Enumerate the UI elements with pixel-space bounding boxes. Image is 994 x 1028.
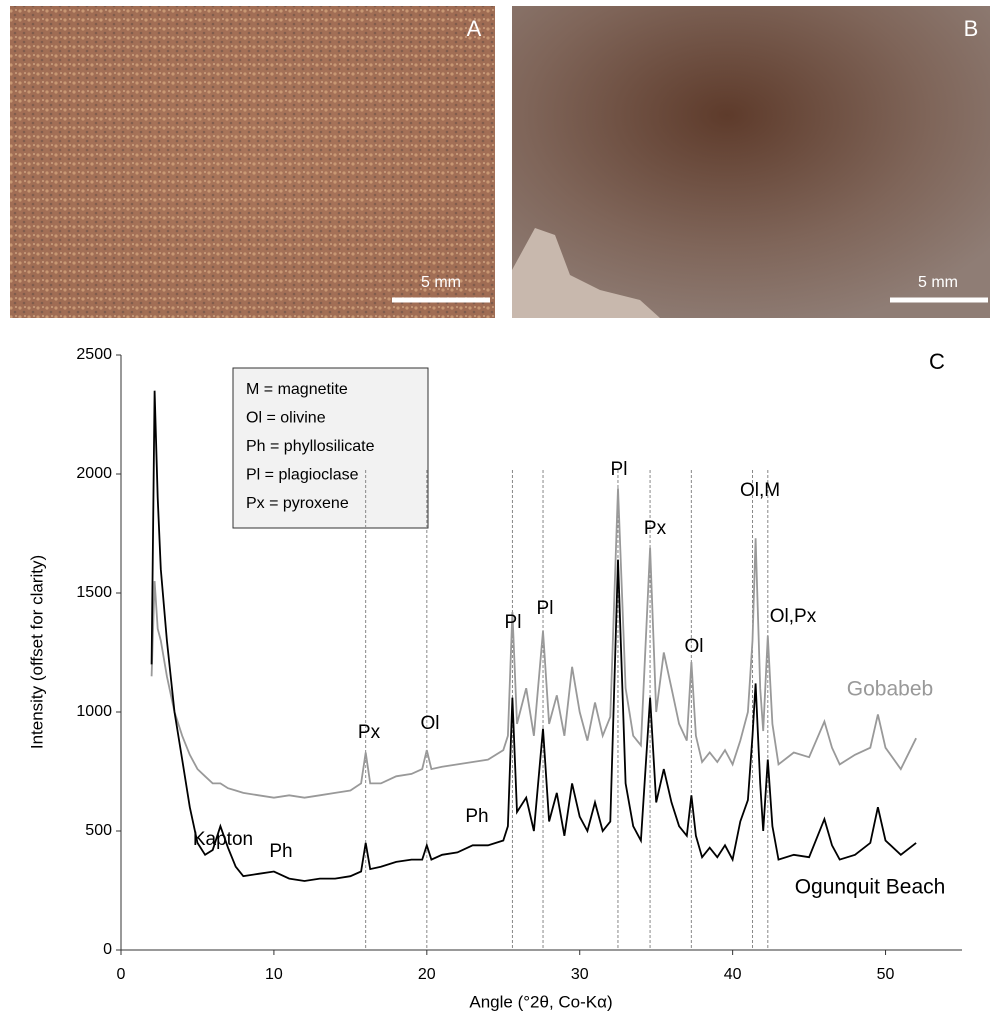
x-tick-label: 30 <box>571 966 589 983</box>
legend-text: Ph = phyllosilicate <box>246 438 375 455</box>
y-tick-label: 2000 <box>76 465 112 482</box>
panel-label: B <box>964 16 979 41</box>
x-tick-label: 50 <box>877 966 895 983</box>
x-tick-label: 0 <box>117 966 126 983</box>
peak-label: Kapton <box>193 829 253 850</box>
y-axis-title: Intensity (offset for clarity) <box>27 555 46 749</box>
peak-label: Ol,M <box>740 480 780 501</box>
legend-text: Pl = plagioclase <box>246 467 359 484</box>
figure: 5 mm A 5 mm B C Angle (°2θ, Co-Kα) Inten… <box>0 0 994 1023</box>
peak-label: Pl <box>505 612 522 633</box>
peak-label: Px <box>644 518 667 539</box>
scale-bar-label: 5 mm <box>421 274 461 291</box>
x-tick-label: 20 <box>418 966 436 983</box>
peak-label: Ph <box>269 841 292 862</box>
peak-label: Px <box>358 722 381 743</box>
x-tick-label: 40 <box>724 966 742 983</box>
peak-label: Pl <box>611 459 628 480</box>
y-tick-label: 500 <box>85 822 112 839</box>
photo-b: 5 mm B <box>512 6 990 318</box>
y-tick-label: 1500 <box>76 584 112 601</box>
series-line <box>152 488 917 797</box>
peak-label: Ol <box>685 636 704 657</box>
y-tick-label: 1000 <box>76 703 112 720</box>
y-tick-label: 0 <box>103 941 112 958</box>
legend-text: M = magnetite <box>246 381 348 398</box>
x-tick-label: 10 <box>265 966 283 983</box>
panel-label: C <box>929 349 945 374</box>
legend-text: Ol = olivine <box>246 410 326 427</box>
y-tick-label: 2500 <box>76 346 112 363</box>
peak-label: Pl <box>537 598 554 619</box>
series-label: Gobabeb <box>847 678 933 701</box>
x-axis-title: Angle (°2θ, Co-Kα) <box>469 992 612 1011</box>
series-label: Ogunquit Beach <box>795 876 946 899</box>
peak-label: Ol <box>421 713 440 734</box>
peak-label: Ph <box>465 806 488 827</box>
scale-bar-label: 5 mm <box>918 274 958 291</box>
legend-text: Px = pyroxene <box>246 495 349 512</box>
photo-a: 5 mm A <box>10 6 495 318</box>
panel-label: A <box>467 16 482 41</box>
peak-label: Ol,Px <box>770 606 817 627</box>
